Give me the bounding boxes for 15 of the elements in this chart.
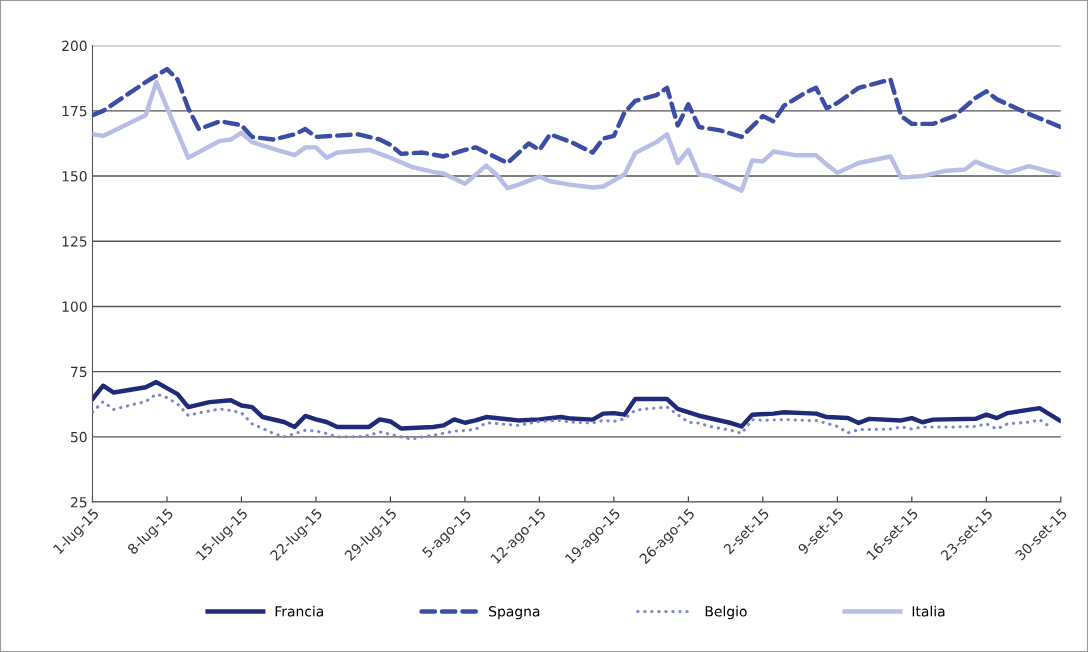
y-tick-label: 100	[62, 301, 87, 312]
y-tick-label: 150	[62, 171, 87, 182]
legend-label: Belgio	[705, 605, 747, 620]
legend-label: Francia	[275, 605, 324, 617]
line-series	[92, 379, 1061, 431]
line-series	[92, 66, 1061, 166]
legend-label: Italia	[912, 605, 945, 617]
y-tick-label: 125	[62, 236, 87, 247]
y-tick-label: 25	[70, 497, 87, 508]
y-tick-label: 75	[71, 366, 87, 378]
y-tick-label: 200	[62, 40, 87, 52]
line-series	[92, 79, 1061, 193]
y-tick-label: 175	[62, 105, 87, 117]
y-tick-label: 50	[71, 431, 87, 443]
legend-label: Spagna	[489, 606, 540, 620]
